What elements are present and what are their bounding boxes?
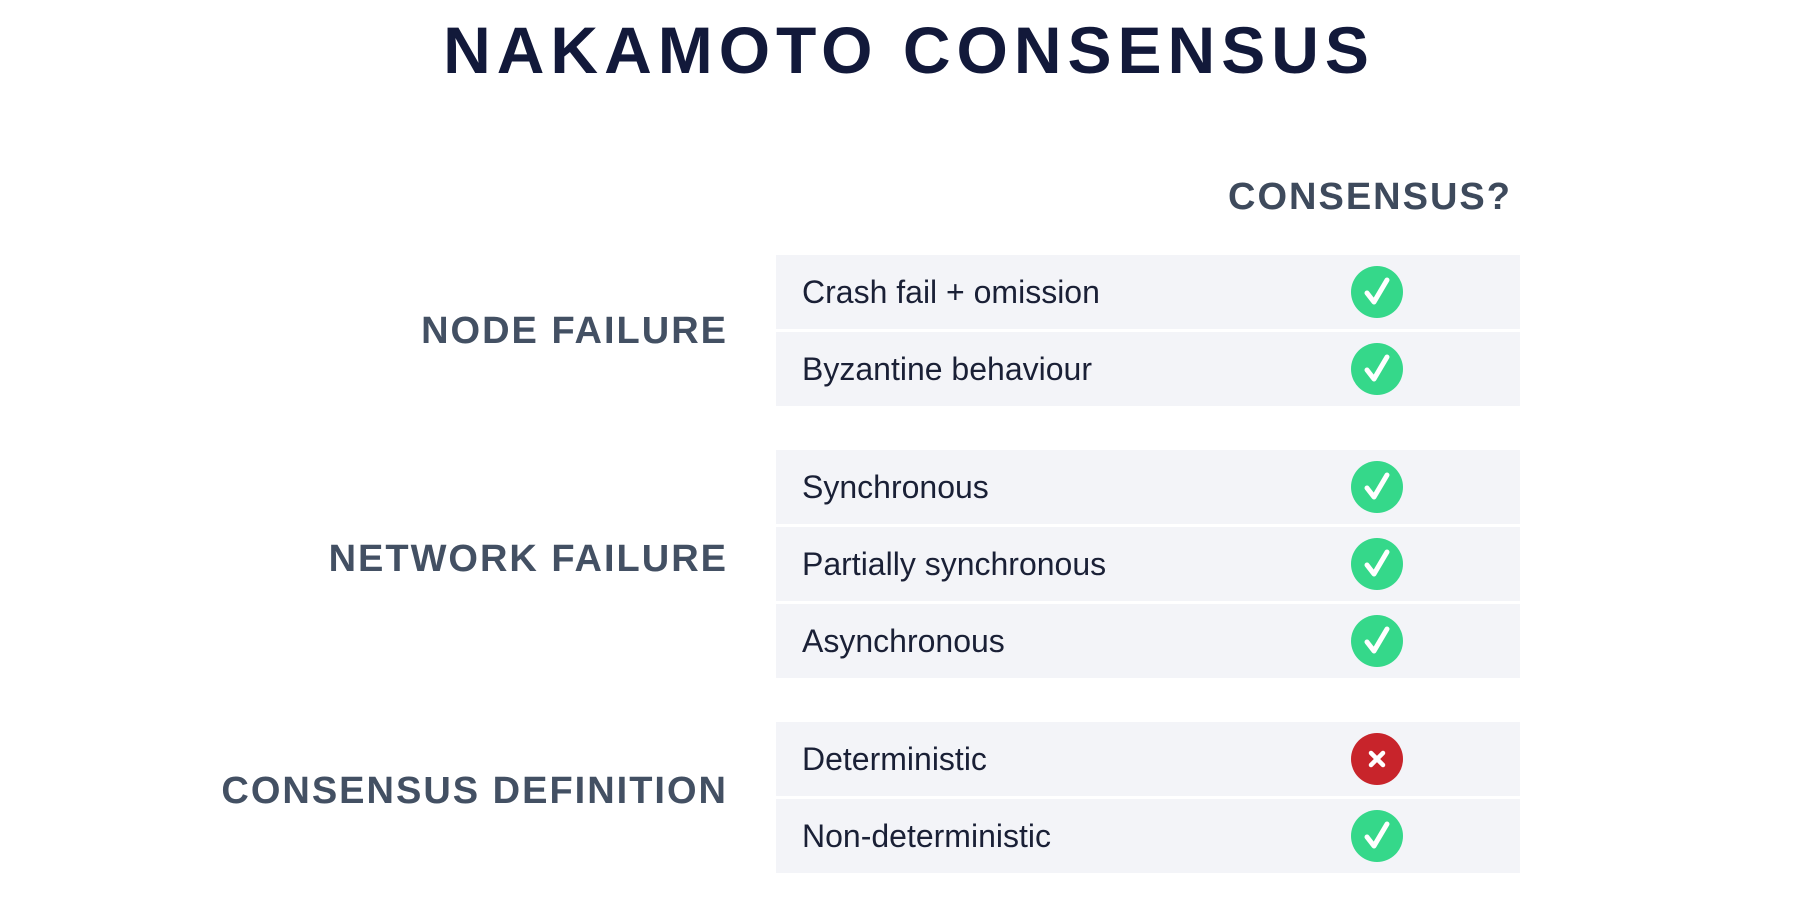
- group-label-node-failure: NODE FAILURE: [421, 310, 728, 352]
- group-label-consensus-definition: CONSENSUS DEFINITION: [221, 770, 728, 812]
- table-row: Synchronous: [776, 450, 1520, 524]
- rows-network-failure: Synchronous Partially synchronous Asynch…: [776, 450, 1520, 681]
- rows-node-failure: Crash fail + omission Byzantine behaviou…: [776, 255, 1520, 409]
- table-row: Byzantine behaviour: [776, 332, 1520, 406]
- row-label: Deterministic: [802, 741, 987, 777]
- row-label: Asynchronous: [802, 623, 1005, 659]
- table-row: Crash fail + omission: [776, 255, 1520, 329]
- row-label: Byzantine behaviour: [802, 351, 1092, 387]
- check-icon: [1350, 265, 1404, 319]
- check-icon: [1350, 809, 1404, 863]
- check-icon: [1350, 342, 1404, 396]
- row-label: Crash fail + omission: [802, 274, 1100, 310]
- table-row: Asynchronous: [776, 604, 1520, 678]
- row-label: Synchronous: [802, 469, 989, 505]
- check-icon: [1350, 614, 1404, 668]
- row-label: Partially synchronous: [802, 546, 1107, 582]
- table-row: Partially synchronous: [776, 527, 1520, 601]
- cross-icon: [1350, 732, 1404, 786]
- column-header-consensus: CONSENSUS?: [1228, 176, 1512, 218]
- check-icon: [1350, 537, 1404, 591]
- page-title: NAKAMOTO CONSENSUS: [443, 13, 1375, 87]
- row-label: Non-deterministic: [802, 818, 1051, 854]
- check-icon: [1350, 460, 1404, 514]
- rows-consensus-definition: Deterministic Non-deterministic: [776, 722, 1520, 876]
- table-row: Deterministic: [776, 722, 1520, 796]
- group-label-network-failure: NETWORK FAILURE: [328, 538, 728, 580]
- table-row: Non-deterministic: [776, 799, 1520, 873]
